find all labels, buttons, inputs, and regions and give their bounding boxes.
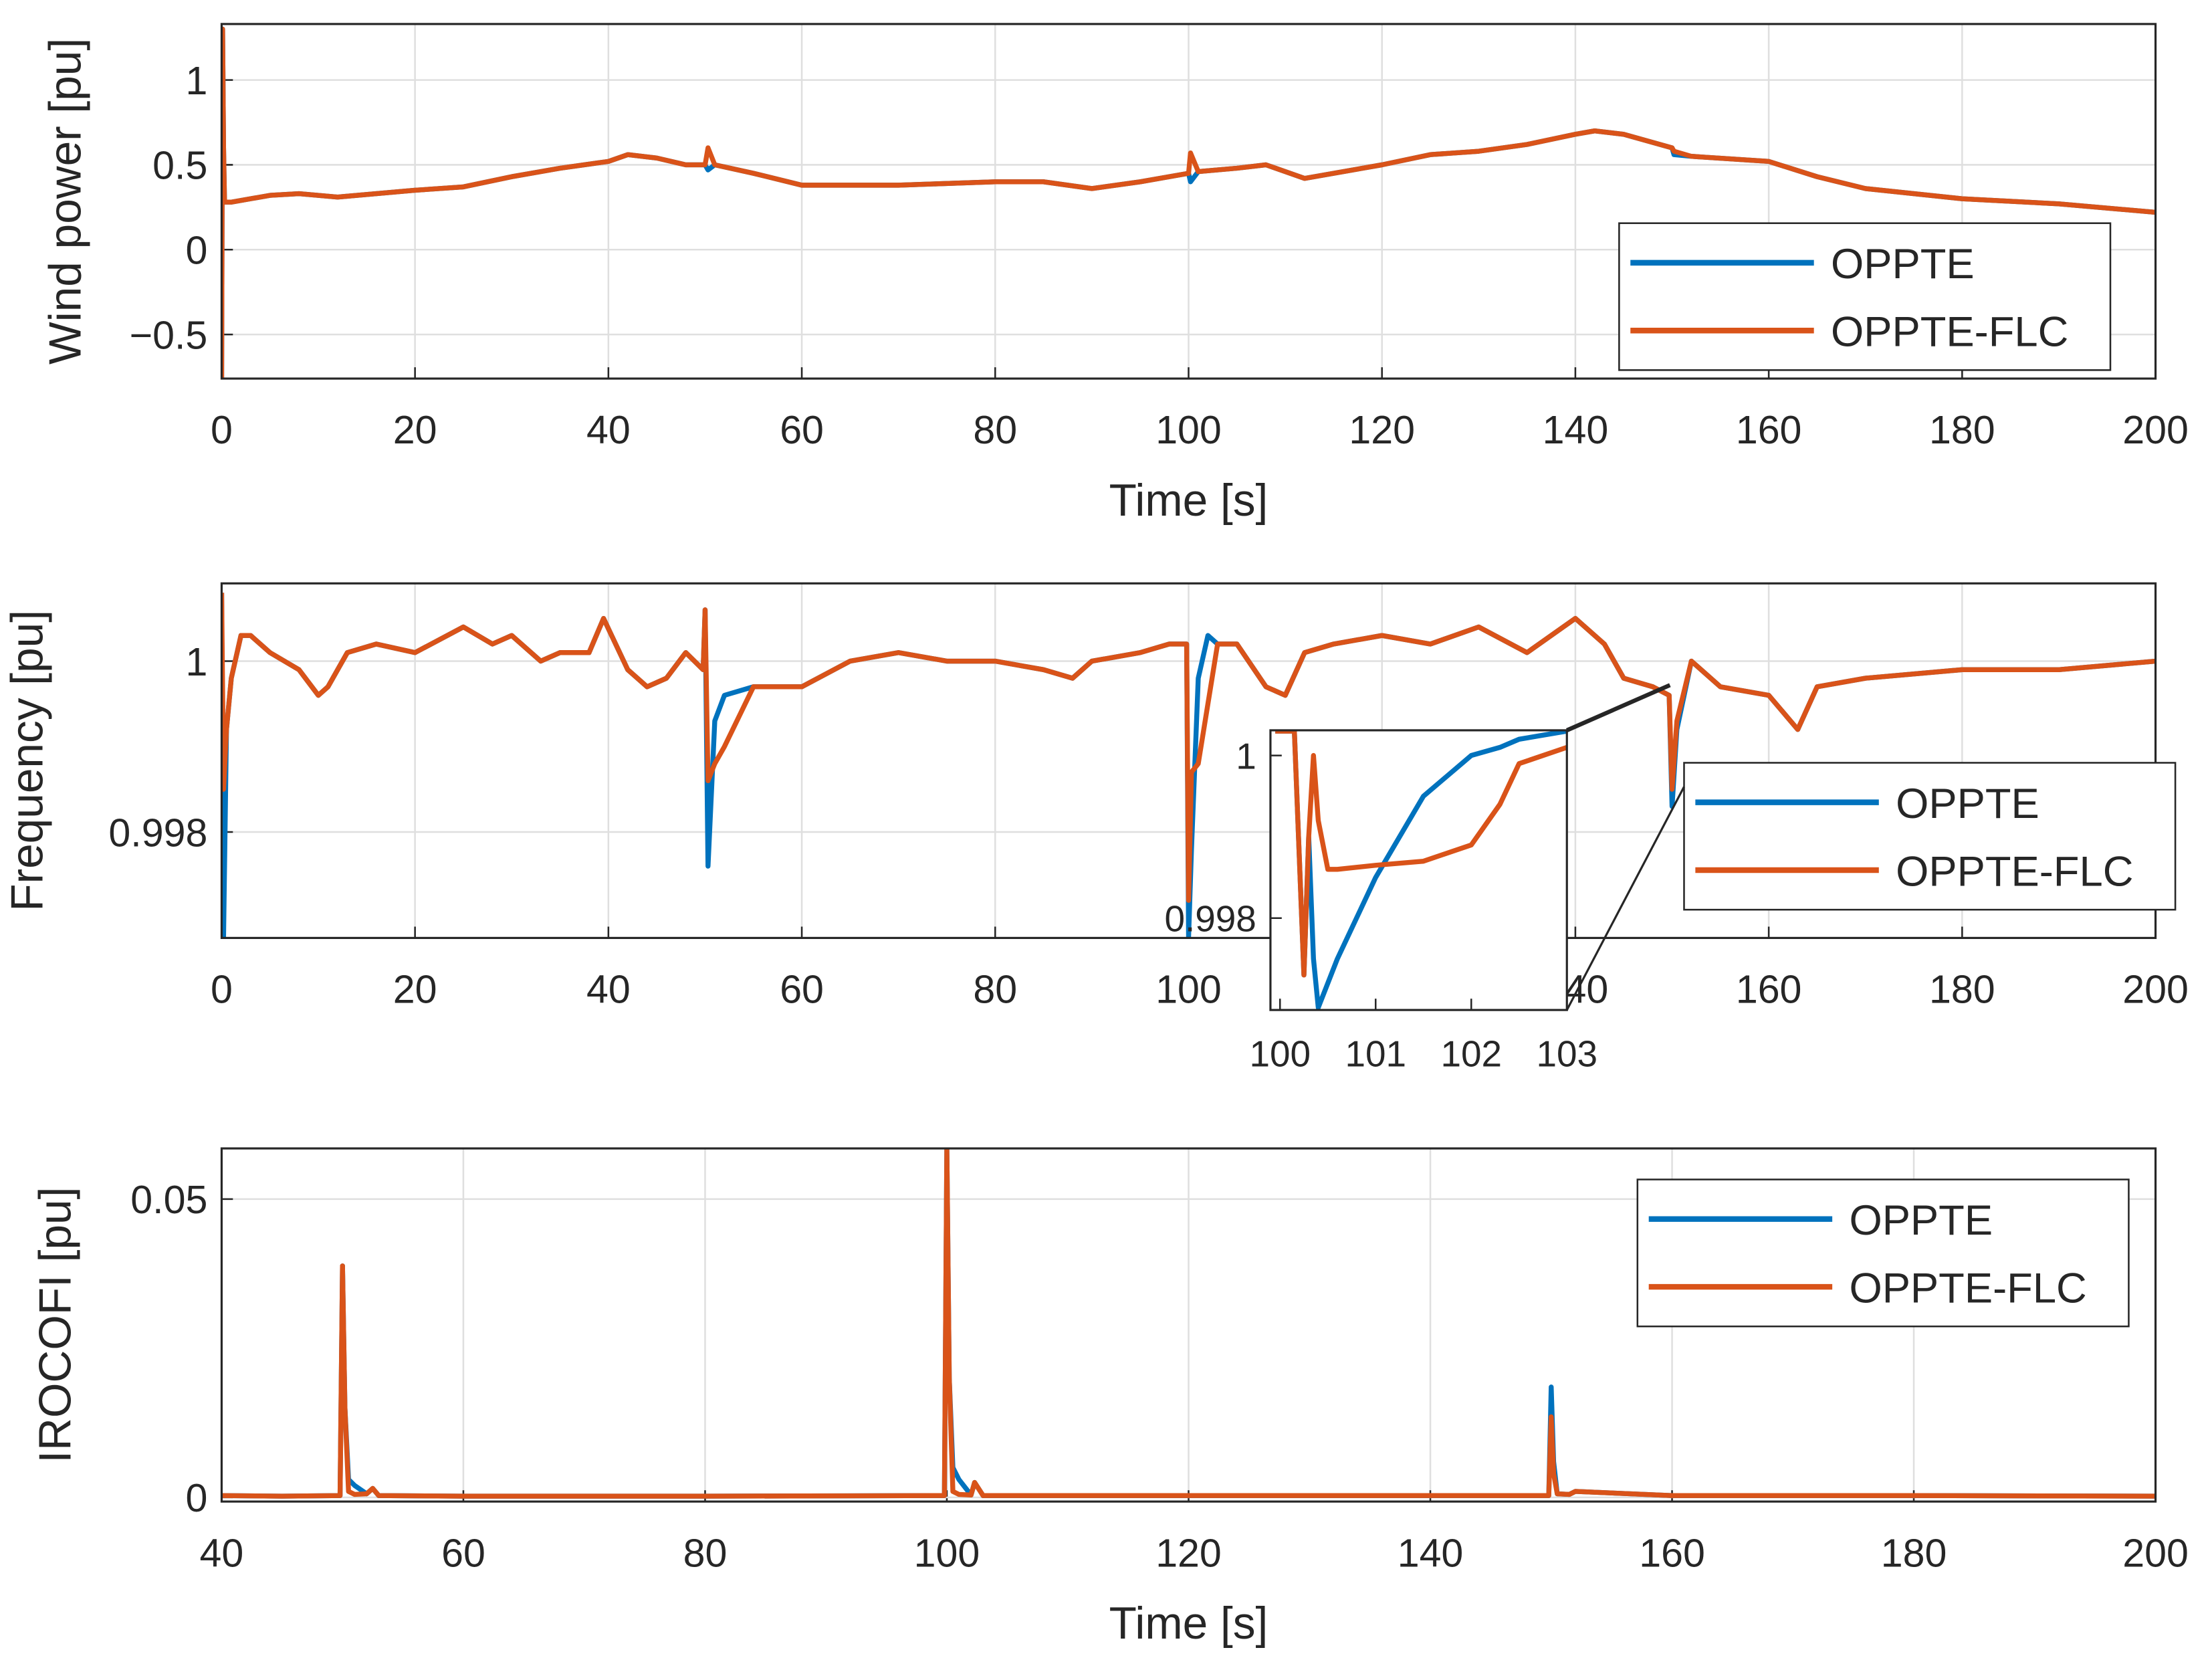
- x-tick-label: 60: [780, 967, 824, 1012]
- x-tick-label: 102: [1440, 1033, 1502, 1075]
- y-tick-label: 0.5: [152, 143, 207, 188]
- x-tick-label: 200: [2122, 967, 2189, 1012]
- x-tick-label: 180: [1881, 1530, 1947, 1575]
- x-tick-label: 100: [914, 1530, 980, 1575]
- legend-label: OPPTE-FLC: [1849, 1265, 2086, 1312]
- x-tick-label: 103: [1536, 1033, 1597, 1075]
- x-tick-label: 40: [586, 407, 631, 452]
- x-tick-label: 200: [2122, 407, 2189, 452]
- legend-box: [1683, 762, 2177, 911]
- series-line: [221, 1148, 2156, 1499]
- x-tick-label: 100: [1155, 967, 1222, 1012]
- x-tick-label: 80: [973, 407, 1017, 452]
- x-tick-label: 200: [2122, 1530, 2189, 1575]
- x-axis-label: Time [s]: [1109, 476, 1268, 526]
- y-tick-label: 1: [1236, 735, 1256, 776]
- x-tick-label: 120: [1349, 407, 1415, 452]
- x-tick-label: 160: [1639, 1530, 1705, 1575]
- legend-label: OPPTE: [1896, 781, 2039, 827]
- x-tick-label: 120: [1155, 1530, 1222, 1575]
- y-tick-label: 0.05: [130, 1177, 207, 1222]
- x-tick-label: 40: [586, 967, 631, 1012]
- y-tick-label: 0: [185, 228, 207, 273]
- axes-box: [220, 582, 2157, 939]
- legend-label: OPPTE-FLC: [1831, 308, 2068, 355]
- x-tick-label: 60: [441, 1530, 485, 1575]
- legend-label: OPPTE: [1849, 1197, 1993, 1244]
- axes-box: [220, 1147, 2157, 1503]
- y-axis-label: Frequency [pu]: [2, 610, 52, 912]
- x-tick-label: 40: [200, 1530, 244, 1575]
- y-tick-label: 0.998: [1164, 898, 1256, 940]
- zoom-connector: [1565, 786, 1685, 1011]
- x-tick-label: 180: [1929, 967, 1995, 1012]
- legend-label: OPPTE-FLC: [1896, 848, 2133, 895]
- x-tick-label: 160: [1736, 407, 1802, 452]
- y-axis-label: Wind power [pu]: [40, 38, 90, 365]
- x-tick-label: 0: [211, 407, 233, 452]
- y-tick-label: 1: [185, 58, 207, 103]
- y-axis-label: IROCOFI [pu]: [31, 1187, 81, 1463]
- x-tick-label: 60: [780, 407, 824, 452]
- series-line: [221, 26, 2156, 379]
- y-tick-label: −0.5: [130, 312, 208, 357]
- axes-box: [1269, 729, 1568, 1011]
- legend-box: [1636, 1178, 2130, 1328]
- x-tick-label: 101: [1345, 1033, 1406, 1075]
- series-line: [1275, 730, 1567, 978]
- x-tick-label: 140: [1398, 1530, 1464, 1575]
- x-tick-label: 20: [393, 407, 437, 452]
- axes-background: [1270, 730, 1567, 1011]
- y-tick-label: 0.998: [108, 810, 207, 855]
- x-tick-label: 140: [1543, 407, 1609, 452]
- x-tick-label: 160: [1736, 967, 1802, 1012]
- x-tick-label: 180: [1929, 407, 1995, 452]
- axes-box: [220, 23, 2157, 380]
- x-tick-label: 0: [211, 967, 233, 1012]
- x-tick-label: 80: [973, 967, 1017, 1012]
- x-tick-label: 100: [1155, 407, 1222, 452]
- y-tick-label: 0: [185, 1475, 207, 1520]
- legend-box: [1618, 222, 2112, 371]
- x-axis-label: Time [s]: [1109, 1598, 1268, 1649]
- legend-label: OPPTE: [1831, 241, 1975, 288]
- x-tick-label: 100: [1249, 1033, 1311, 1075]
- zoom-connector: [1565, 683, 1671, 732]
- y-tick-label: 1: [185, 639, 207, 684]
- x-tick-label: 20: [393, 967, 437, 1012]
- x-tick-label: 80: [683, 1530, 728, 1575]
